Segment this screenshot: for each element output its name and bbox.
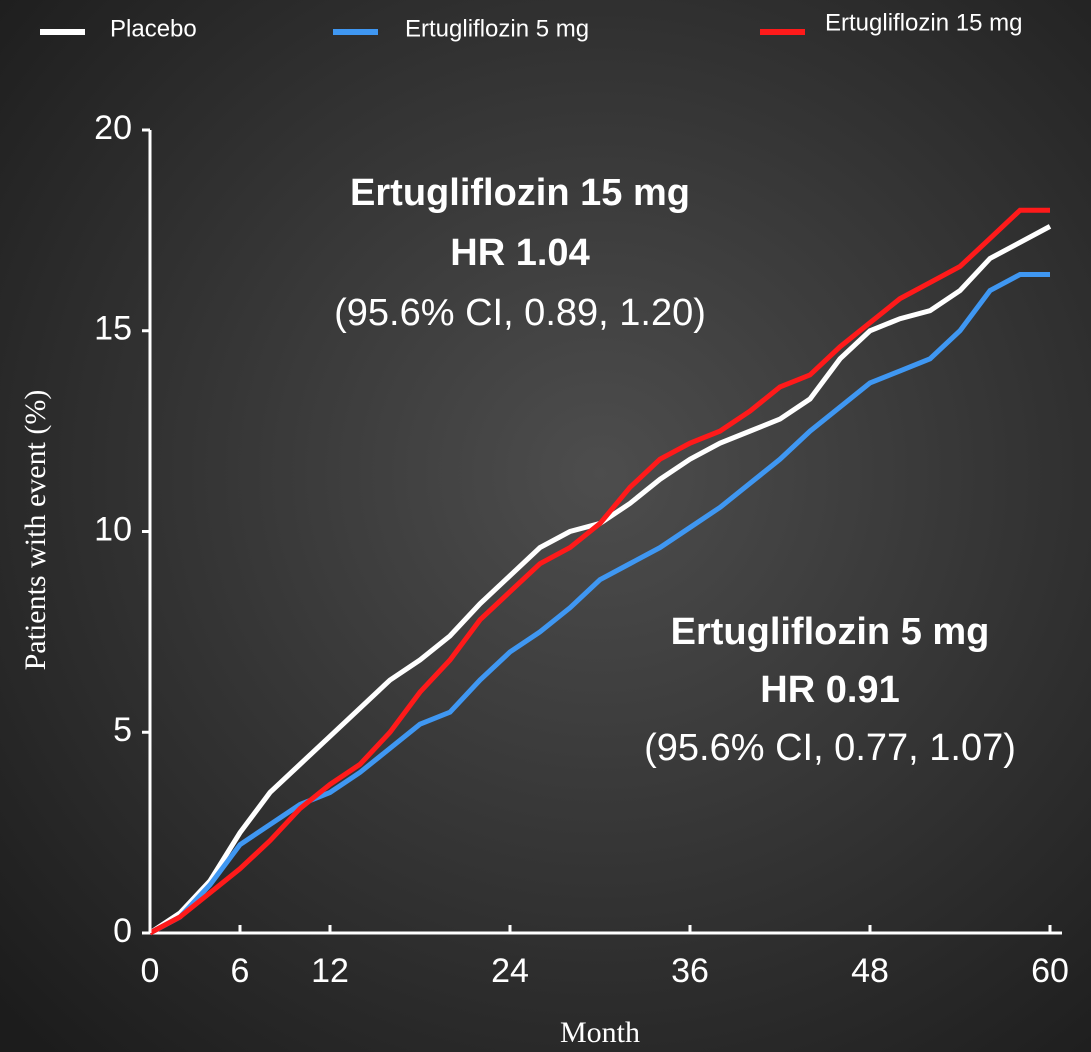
y-tick-label: 20 — [94, 109, 132, 147]
annotation: Ertugliflozin 15 mg — [350, 172, 690, 214]
x-tick-label: 36 — [671, 952, 709, 990]
annotation: Ertugliflozin 5 mg — [671, 611, 990, 653]
y-tick-label: 5 — [113, 711, 132, 749]
legend: Placebo Ertugliflozin 5 mg Ertugliflozin 1… — [40, 9, 1022, 42]
y-axis-label: Patients with event (%) — [19, 390, 52, 671]
x-axis-label: Month — [560, 1016, 640, 1049]
series-line — [148, 207, 1050, 936]
series-line — [148, 272, 1050, 936]
annotation: (95.6% CI, 0.77, 1.07) — [644, 727, 1016, 769]
y-tick-label: 15 — [94, 310, 132, 348]
annotation: HR 1.04 — [450, 232, 589, 274]
annotation: (95.6% CI, 0.89, 1.20) — [334, 292, 706, 334]
y-tick-label: 0 — [113, 912, 132, 950]
legend-label: Ertugliflozin 5 mg — [405, 15, 589, 42]
x-tick-label: 60 — [1031, 952, 1069, 990]
y-tick-label: 10 — [94, 510, 132, 548]
legend-label: Placebo — [110, 15, 197, 42]
x-tick-label: 48 — [851, 952, 889, 990]
x-tick-label: 24 — [491, 952, 529, 990]
x-tick-label: 0 — [141, 952, 160, 990]
annotation: HR 0.91 — [760, 669, 899, 711]
legend-label: Ertugliflozin 15 mg — [825, 9, 1022, 36]
x-tick-label: 12 — [311, 952, 349, 990]
plot-area — [148, 207, 1052, 936]
x-tick-label: 6 — [231, 952, 250, 990]
